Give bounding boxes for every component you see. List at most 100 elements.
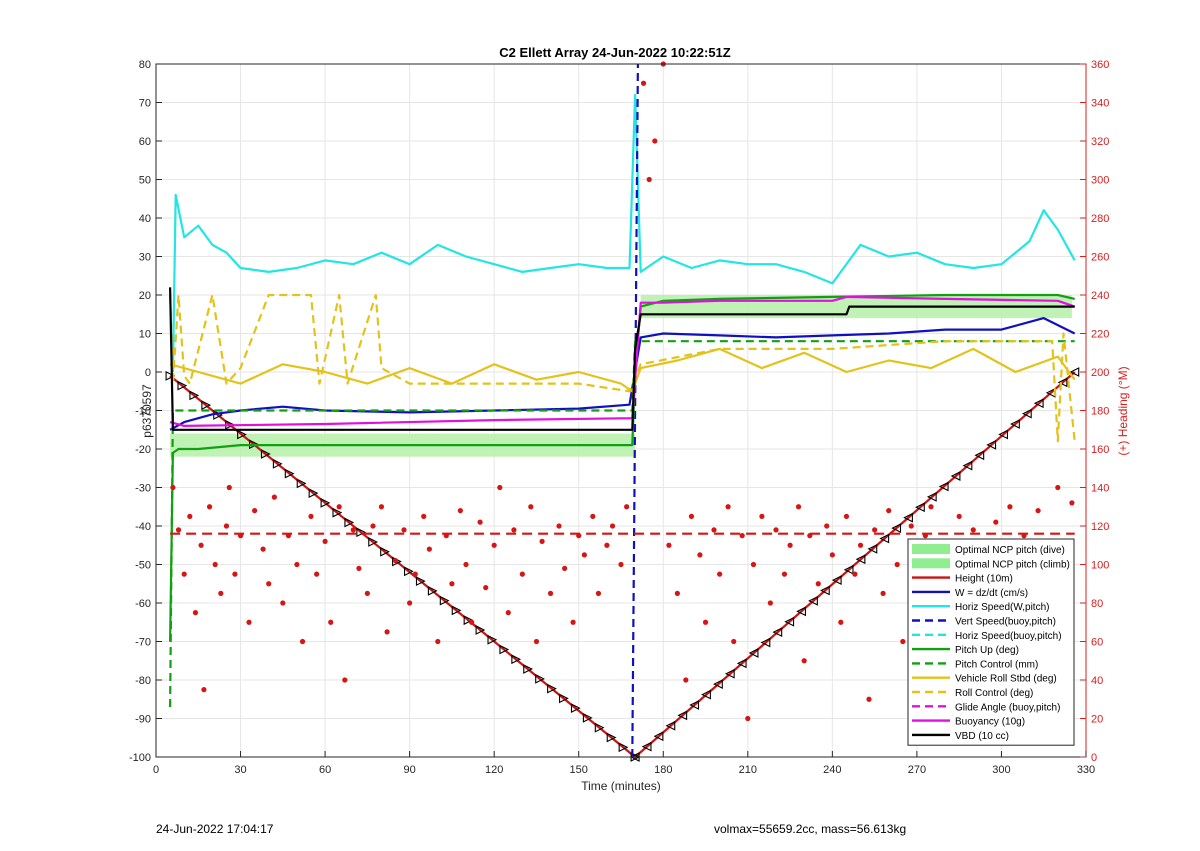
chart-title: C2 Ellett Array 24-Jun-2022 10:22:51Z: [499, 45, 731, 60]
height-marker: [808, 596, 818, 606]
legend-label: Vehicle Roll Stbd (deg): [955, 674, 1057, 685]
x-tick-label: 240: [823, 764, 841, 776]
height-marker: [855, 554, 866, 565]
series-layer: [165, 61, 1080, 762]
heading-point: [314, 571, 320, 577]
height-marker: [189, 390, 200, 401]
legend-label: Optimal NCP pitch (climb): [955, 559, 1070, 570]
heading-point: [426, 546, 432, 552]
heading-point: [266, 581, 272, 587]
heading-point: [491, 542, 497, 548]
height-marker: [356, 527, 367, 538]
heading-point: [421, 513, 427, 519]
heading-point: [294, 561, 300, 568]
heading-point: [378, 504, 385, 510]
y-axis-label-left: p6370597: [140, 384, 154, 438]
height-marker: [237, 429, 247, 440]
y-tick-label-right: 160: [1091, 444, 1109, 456]
heading-point: [401, 527, 407, 533]
height-marker: [1021, 408, 1032, 419]
heading-point: [232, 571, 238, 577]
height-marker: [677, 710, 688, 721]
y-tick-label-right: 200: [1091, 367, 1109, 379]
heading-point: [252, 508, 258, 514]
series-line: [169, 287, 1075, 431]
heading-point: [280, 600, 286, 606]
heading-point: [505, 610, 511, 616]
legend-box: [907, 538, 1075, 746]
series-line: [169, 293, 1076, 443]
heading-point: [170, 484, 176, 491]
y-tick-label-left: -30: [135, 483, 151, 495]
heading-point: [824, 523, 830, 529]
x-tick-label: 60: [319, 764, 331, 776]
x-tick-label: 330: [1077, 764, 1095, 776]
height-marker: [1010, 419, 1020, 429]
x-tick-label: 300: [992, 764, 1010, 776]
heading-point: [928, 504, 934, 510]
heading-point: [683, 677, 689, 683]
heading-point: [970, 527, 976, 533]
heading-point: [956, 513, 962, 519]
heading-point: [457, 508, 463, 514]
y-tick-label-left: -90: [135, 714, 151, 726]
y-tick-label-right: 340: [1091, 98, 1109, 110]
y-tick-label-right: 100: [1091, 560, 1109, 572]
legend-label: Horiz Speed(buoy,pitch): [955, 631, 1062, 642]
height-marker: [523, 664, 534, 674]
heading-point: [702, 619, 709, 625]
y-tick-label-right: 80: [1091, 598, 1103, 610]
heading-point: [469, 619, 475, 625]
heading-point: [336, 504, 342, 510]
height-marker: [284, 468, 295, 479]
heading-point: [725, 504, 731, 510]
height-marker: [606, 732, 617, 743]
heading-point: [1007, 504, 1013, 510]
height-marker: [344, 517, 355, 528]
height-marker: [701, 689, 711, 700]
heading-point: [328, 619, 334, 625]
legend-label: Buoyancy (10g): [955, 717, 1025, 728]
heading-point: [886, 508, 892, 514]
height-marker: [843, 564, 854, 575]
heading-point: [511, 527, 517, 533]
legend: Optimal NCP pitch (dive) Optimal NCP pitc…: [907, 538, 1075, 746]
y-tick-label-right: 220: [1091, 329, 1109, 341]
heading-point: [731, 638, 737, 645]
height-marker: [974, 450, 985, 461]
height-marker: [332, 507, 343, 518]
heading-point: [181, 571, 187, 577]
height-marker: [926, 491, 937, 502]
height-marker: [308, 488, 319, 499]
height-marker: [320, 498, 331, 508]
heading-point: [773, 527, 779, 533]
y-tick-label-right: 40: [1091, 675, 1103, 687]
height-marker: [404, 566, 414, 577]
heading-point: [908, 523, 914, 529]
height-marker: [962, 460, 973, 471]
heading-point: [697, 552, 703, 558]
y-tick-label-right: 0: [1091, 752, 1097, 764]
y-tick-label-right: 280: [1091, 213, 1109, 225]
height-marker: [177, 380, 188, 391]
legend-label: Roll Control (deg): [955, 688, 1033, 699]
height-marker: [1057, 377, 1068, 388]
height-marker: [736, 658, 747, 669]
heading-point: [880, 590, 886, 596]
legend-swatch: [912, 544, 950, 554]
height-marker: [653, 731, 664, 742]
heading-point: [1055, 484, 1061, 491]
height-marker: [772, 627, 783, 638]
height-marker: [582, 713, 593, 723]
height-marker: [201, 400, 212, 411]
y-tick-label-right: 320: [1091, 136, 1109, 148]
heading-point: [226, 484, 232, 491]
heading-point: [688, 513, 695, 519]
y-tick-label-left: -60: [135, 598, 151, 610]
heading-point: [581, 552, 587, 558]
height-marker: [594, 722, 605, 733]
height-marker: [819, 585, 830, 596]
heading-point: [350, 527, 356, 533]
y-tick-label-left: 60: [139, 136, 151, 148]
height-marker: [511, 654, 522, 665]
